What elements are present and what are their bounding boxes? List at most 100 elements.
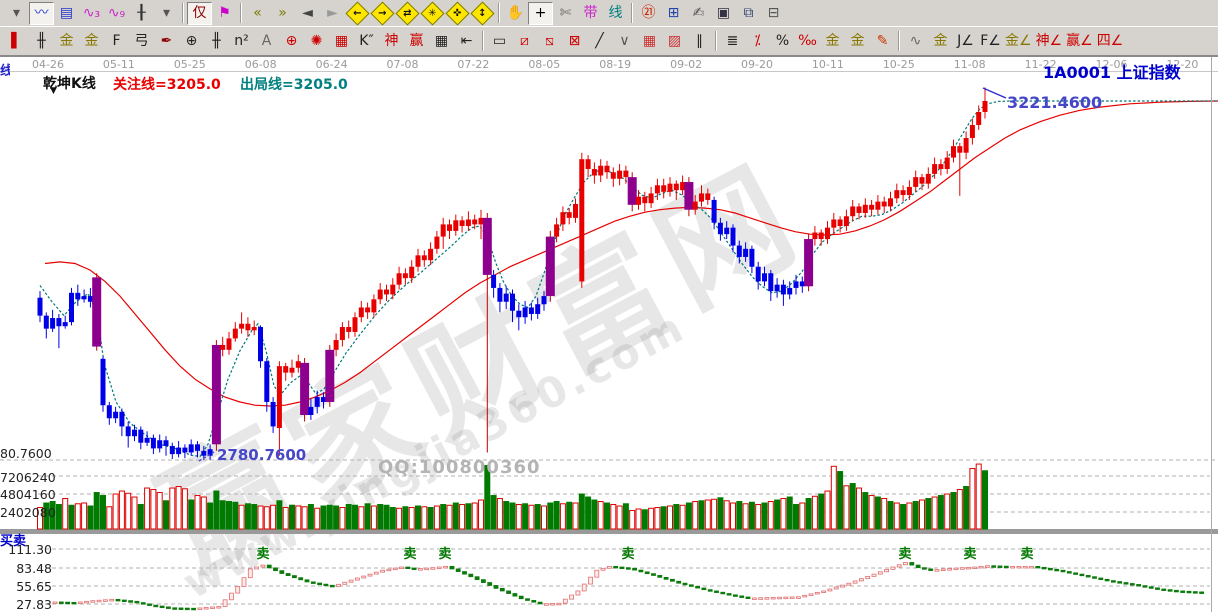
draw-pen-icon[interactable]: ✒	[160, 33, 173, 49]
stock-filter-icon[interactable]: 〰	[29, 1, 54, 25]
diamond-cross-icon[interactable]: ✜	[445, 0, 470, 26]
hanzi-tool-icon[interactable]: 仅	[187, 1, 212, 25]
ruler-plain2-icon[interactable]: ╫	[212, 33, 221, 49]
gold-ruler-a-icon[interactable]: 金	[59, 33, 74, 49]
star-circle-icon[interactable]: ✺	[310, 33, 323, 49]
angle-f-icon[interactable]: F∠	[980, 33, 1001, 49]
target-circle-icon[interactable]: ⊕	[285, 33, 298, 49]
diamond-updown-icon[interactable]: ↕	[470, 0, 495, 26]
crosshair-icon[interactable]: +	[528, 1, 553, 25]
diamond-star-icon[interactable]: ✳	[420, 0, 445, 26]
erase-line-icon[interactable]: ✄	[559, 5, 572, 21]
network-icon[interactable]: ⧉	[743, 5, 754, 21]
gold-circle-icon[interactable]: 金	[825, 33, 840, 49]
percent-tool-icon[interactable]: ⁒	[754, 33, 761, 49]
oscillator-bar	[279, 570, 285, 574]
calendar-icon[interactable]: ㉑	[641, 5, 656, 21]
calculator-icon[interactable]: ⊞	[667, 5, 680, 21]
ruler-plain-icon[interactable]: ╫	[37, 33, 46, 49]
pencil-ruler-icon[interactable]: ✎	[876, 33, 889, 49]
diamond-right-icon[interactable]: →	[370, 0, 395, 26]
v-line-icon[interactable]: ∨	[619, 33, 630, 49]
date-tick-label: 10-25	[883, 58, 915, 71]
volume-bar	[402, 506, 409, 530]
line-tool-icon[interactable]: 线	[608, 5, 623, 21]
grid-box-icon[interactable]: ▦	[334, 33, 349, 49]
step-chart-9-icon[interactable]: ∿₉	[107, 5, 126, 21]
box-tool-icon[interactable]: ▭	[492, 33, 507, 49]
angle-four-icon[interactable]: 四∠	[1096, 33, 1124, 49]
candle	[724, 227, 730, 235]
volume-bar	[912, 501, 919, 530]
volume-bar	[969, 468, 976, 530]
gann-fan-icon[interactable]: ⧄	[520, 33, 529, 49]
pan-hand-icon[interactable]: ✋	[506, 5, 525, 21]
go-last-icon[interactable]: »	[278, 5, 287, 21]
angle-gold-icon[interactable]: 金∠	[1005, 33, 1032, 49]
candle	[919, 177, 925, 184]
bottom-panel-label[interactable]: 买卖	[0, 534, 27, 549]
candle	[522, 307, 528, 318]
oscillator-bar	[405, 566, 411, 570]
oscillator-bar	[291, 575, 297, 579]
shen-ruler-icon[interactable]: 神	[384, 33, 399, 49]
ying-ruler-icon[interactable]: 赢	[409, 33, 424, 49]
gold-lines-icon[interactable]: 金	[850, 33, 865, 49]
oscillator-bar	[550, 603, 556, 606]
volume-bar	[37, 507, 43, 530]
grid-arrow-icon[interactable]: ▨	[667, 33, 682, 49]
oscillator-bar	[1041, 566, 1047, 570]
diamond-compress-icon[interactable]: ⇄	[395, 0, 420, 26]
clipped-left-icon[interactable]: ▌	[11, 33, 22, 49]
indicator-name-label[interactable]: 乾坤K线	[43, 76, 96, 92]
oscillator-bar	[380, 569, 386, 573]
candle	[358, 307, 364, 318]
percent-level-icon[interactable]: ‰	[798, 33, 817, 49]
go-first-icon[interactable]: «	[253, 5, 262, 21]
volume-bar	[137, 504, 144, 530]
angle-shen-icon[interactable]: 神∠	[1035, 33, 1063, 49]
grid-red-icon[interactable]: ▦	[642, 33, 657, 49]
parallel-lines-icon[interactable]: ∥	[696, 33, 703, 49]
k-mark-icon[interactable]: K″	[359, 33, 374, 49]
measure-columns-icon[interactable]: ≣	[726, 33, 739, 49]
angle-j-icon[interactable]: J∠	[957, 33, 974, 49]
fan-box-icon[interactable]: ⊠	[568, 33, 581, 49]
oscillator-bar	[638, 569, 644, 573]
diamond-left-icon[interactable]: ←	[345, 0, 370, 26]
gold-box-icon[interactable]: 金	[933, 33, 948, 49]
candle-style-caret[interactable]: ▾	[162, 5, 171, 21]
wave-ruler-icon[interactable]: ∿	[909, 33, 922, 49]
page-forward-icon[interactable]: ►	[327, 5, 338, 21]
dropdown-caret[interactable]: ▾	[12, 5, 21, 21]
candle	[447, 224, 452, 231]
fib-ruler-icon[interactable]: F	[112, 33, 121, 49]
volume-bar	[837, 471, 844, 530]
oscillator-bar	[972, 566, 978, 570]
chart-flag-icon[interactable]: ⚑	[218, 5, 231, 21]
speed-line-icon[interactable]: ⧅	[545, 33, 554, 49]
gold-ruler-b-icon[interactable]: 金	[84, 33, 99, 49]
candle	[75, 292, 81, 300]
angle-a-icon[interactable]: A	[261, 33, 272, 49]
candle-style-icon[interactable]: ╂	[137, 5, 146, 21]
indicator-dropdown-caret[interactable]: ▼	[50, 86, 57, 96]
percent-icon[interactable]: %	[775, 33, 790, 49]
angle-ying-icon[interactable]: 赢∠	[1066, 33, 1093, 49]
circle-ruler-icon[interactable]: ⊕	[185, 33, 198, 49]
printer-icon[interactable]: ⊟	[767, 5, 780, 21]
n2-ruler-icon[interactable]: n²	[234, 33, 249, 49]
spiral-tool-icon[interactable]: 弓	[134, 33, 149, 49]
trend-line-icon[interactable]: ╱	[595, 33, 604, 49]
oscillator-bar	[751, 597, 757, 600]
volume-bar	[635, 508, 642, 530]
self-list-icon[interactable]: ▤	[59, 5, 74, 21]
step-chart-3-icon[interactable]: ∿₃	[82, 5, 101, 21]
grid-123-icon[interactable]: ▦	[434, 33, 449, 49]
edge-mark-icon[interactable]: ⇤	[460, 33, 473, 49]
page-back-icon[interactable]: ◄	[302, 5, 313, 21]
band-tool-icon[interactable]: 带	[583, 5, 598, 21]
save-image-icon[interactable]: ▣	[716, 5, 731, 21]
notepad-icon[interactable]: ✍	[692, 5, 705, 21]
